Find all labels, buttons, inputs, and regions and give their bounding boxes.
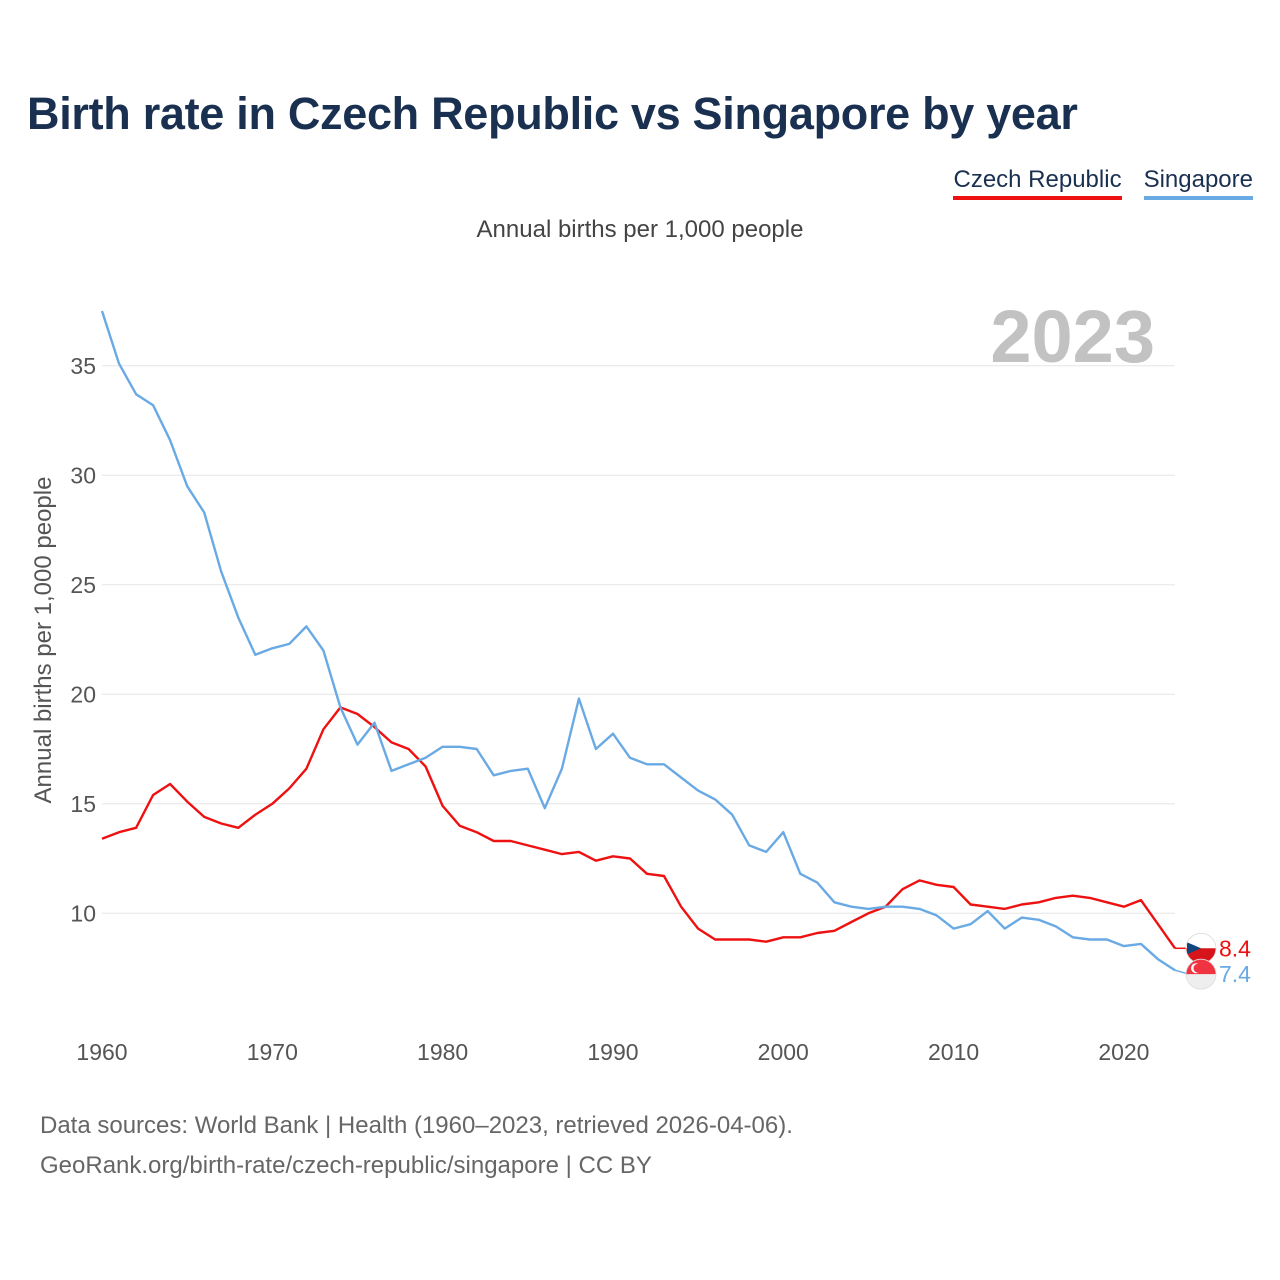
series-line-czech-republic — [101, 706, 1176, 949]
flag-czech-republic-icon — [1185, 932, 1217, 964]
y-axis-ticks: 10 15 20 25 30 35 — [70, 353, 96, 927]
current-year-label: 2023 — [990, 295, 1155, 378]
y-axis-label: Annual births per 1,000 people — [30, 477, 57, 804]
legend-item-czech-republic[interactable]: Czech Republic — [953, 166, 1122, 200]
x-tick-label-2010: 2010 — [928, 1039, 979, 1065]
chart-subtitle: Annual births per 1,000 people — [476, 216, 804, 243]
source-line-1: Data sources: World Bank | Health (1960–… — [40, 1112, 793, 1139]
flag-white-band — [1186, 933, 1216, 949]
legend: Czech Republic Singapore — [953, 166, 1253, 200]
flag-blue-triangle — [1187, 942, 1201, 955]
end-value-label-czech-republic: 8.4 — [1219, 935, 1251, 961]
x-tick-label-2020: 2020 — [1098, 1039, 1149, 1065]
series-line-singapore — [100, 310, 1176, 972]
gridlines — [102, 365, 1175, 914]
legend-item-singapore[interactable]: Singapore — [1143, 166, 1253, 200]
x-axis-ticks: 1960 1970 1980 1990 2000 2010 2020 — [76, 1039, 1149, 1065]
source-note: Data sources: World Bank | Health (1960–… — [40, 1106, 793, 1186]
y-tick-label-35: 35 — [70, 353, 96, 379]
y-tick-label-25: 25 — [70, 572, 96, 598]
chart-title: Birth rate in Czech Republic vs Singapor… — [27, 88, 1078, 139]
y-tick-label-10: 10 — [70, 900, 96, 926]
end-value-label-singapore: 7.4 — [1219, 961, 1251, 987]
y-tick-label-30: 30 — [70, 462, 96, 488]
flag-red-band — [1186, 948, 1216, 964]
flag-white-band — [1186, 974, 1216, 990]
x-tick-label-1960: 1960 — [76, 1039, 127, 1065]
x-tick-label-1970: 1970 — [247, 1039, 298, 1065]
x-tick-label-2000: 2000 — [758, 1039, 809, 1065]
flag-singapore-icon — [1185, 958, 1217, 990]
x-tick-label-1990: 1990 — [587, 1039, 638, 1065]
series-end-markers: 8.47.4 — [1174, 932, 1251, 990]
series-lines — [100, 310, 1176, 972]
flag-outline — [1185, 958, 1217, 990]
source-line-2[interactable]: GeoRank.org/birth-rate/czech-republic/si… — [40, 1152, 652, 1179]
flag-crescent-cut — [1193, 963, 1203, 973]
y-tick-label-20: 20 — [70, 681, 96, 707]
x-tick-label-1980: 1980 — [417, 1039, 468, 1065]
y-tick-label-15: 15 — [70, 791, 96, 817]
